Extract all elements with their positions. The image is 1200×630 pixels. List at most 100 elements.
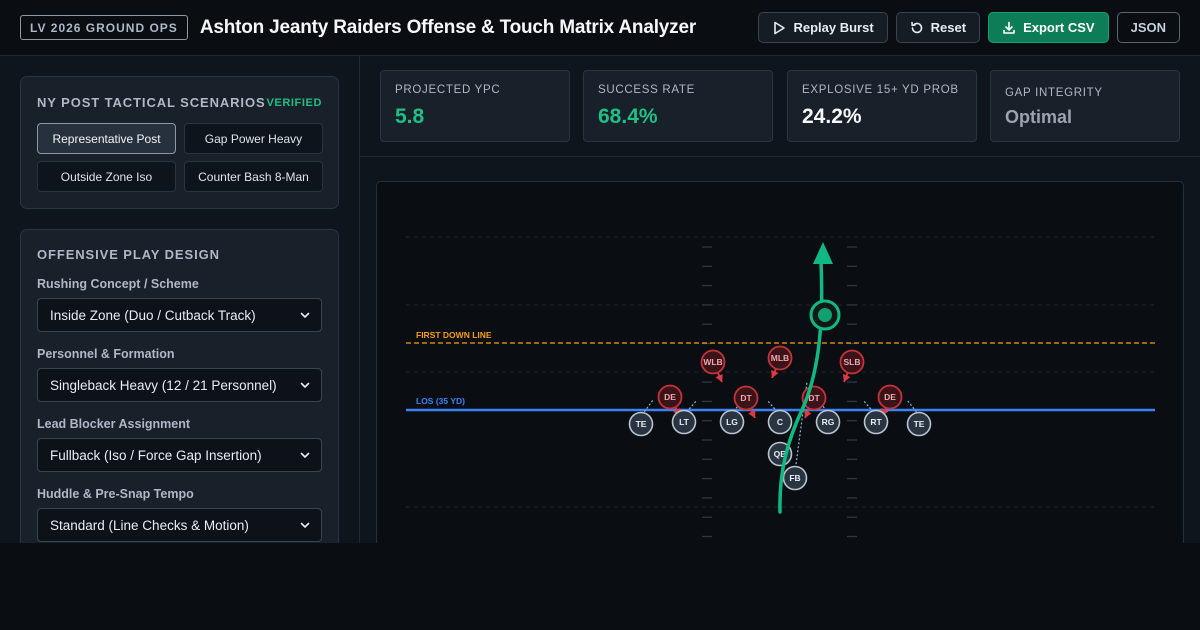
tempo-select[interactable]: Standard (Line Checks & Motion): [37, 508, 322, 542]
personnel-select[interactable]: Singleback Heavy (12 / 21 Personnel): [37, 368, 322, 402]
metric-explosive-prob: EXPLOSIVE 15+ YD PROB 24.2%: [787, 70, 977, 142]
metric-projected-ypc: PROJECTED YPC 5.8: [380, 70, 570, 142]
los-label: LOS (35 YD): [416, 396, 465, 406]
first-down-line: FIRST DOWN LINE: [406, 330, 1155, 344]
player-label: FB: [789, 473, 800, 483]
player-label: SLB: [844, 357, 861, 367]
play-field-panel: FIRST DOWN LINE LOS (35 YD) TE LT LG C RG RT T…: [376, 181, 1184, 543]
export-csv-label: Export CSV: [1023, 20, 1095, 35]
chevron-down-icon: [300, 312, 310, 318]
metric-gap-integrity: GAP INTEGRITY Optimal: [990, 70, 1180, 142]
play-design-card: OFFENSIVE PLAY DESIGN Rushing Concept / …: [20, 229, 339, 543]
scenarios-card: NY POST TACTICAL SCENARIOS VERIFIED Repr…: [20, 76, 339, 209]
play-design-title: OFFENSIVE PLAY DESIGN: [37, 247, 220, 262]
path-arrow-icon: [813, 242, 833, 264]
metric-success-rate: SUCCESS RATE 68.4%: [583, 70, 773, 142]
reset-label: Reset: [930, 20, 967, 35]
play-icon: [774, 21, 786, 34]
sidebar: NY POST TACTICAL SCENARIOS VERIFIED Repr…: [0, 56, 360, 543]
defense-player-de[interactable]: DE: [877, 384, 903, 410]
scenario-outside-zone-iso[interactable]: Outside Zone Iso: [37, 161, 176, 192]
rushing-concept-value: Inside Zone (Duo / Cutback Track): [50, 307, 256, 323]
player-label: QB: [774, 449, 787, 459]
metric-value: 5.8: [395, 105, 425, 128]
offense-player-te[interactable]: TE: [906, 411, 932, 437]
lead-blocker-value: Fullback (Iso / Force Gap Insertion): [50, 447, 262, 463]
player-label: LT: [679, 417, 690, 427]
chevron-down-icon: [300, 452, 310, 458]
replay-burst-button[interactable]: Replay Burst: [758, 12, 888, 43]
export-csv-button[interactable]: Export CSV: [988, 12, 1109, 43]
scenario-representative-post[interactable]: Representative Post: [37, 123, 176, 154]
play-diagram: FIRST DOWN LINE LOS (35 YD) TE LT LG C RG RT T…: [406, 236, 1155, 538]
offense-player-lg[interactable]: LG: [719, 409, 745, 435]
arrow-head-icon: [715, 373, 723, 382]
replay-burst-label: Replay Burst: [793, 20, 874, 35]
player-label: LG: [726, 417, 738, 427]
defense-player-dt[interactable]: DT: [733, 385, 759, 411]
personnel-value: Singleback Heavy (12 / 21 Personnel): [50, 377, 277, 393]
player-label: DE: [664, 392, 676, 402]
header-actions: Replay Burst Reset Export CSV JSON: [758, 12, 1180, 43]
page-title: Ashton Jeanty Raiders Offense & Touch Ma…: [199, 16, 697, 38]
reset-icon: [910, 21, 922, 33]
metric-label: EXPLOSIVE 15+ YD PROB: [802, 84, 959, 96]
arrow-head-icon: [842, 374, 851, 382]
player-label: RG: [822, 417, 835, 427]
bottom-area: [0, 543, 1200, 630]
metric-label: GAP INTEGRITY: [1005, 87, 1103, 99]
offense-player-te[interactable]: TE: [628, 411, 654, 437]
metric-value: 24.2%: [802, 105, 862, 128]
reset-button[interactable]: Reset: [895, 12, 981, 43]
offense-player-lt[interactable]: LT: [671, 409, 697, 435]
player-label: TE: [636, 419, 647, 429]
lead-blocker-label: Lead Blocker Assignment: [37, 417, 191, 431]
blocking-assignment: [794, 381, 808, 473]
blocking-assignment: [683, 399, 698, 416]
blocking-assignment: [906, 399, 920, 416]
metrics-row: PROJECTED YPC 5.8 SUCCESS RATE 68.4% EXP…: [360, 56, 1200, 157]
lead-blocker-select[interactable]: Fullback (Iso / Force Gap Insertion): [37, 438, 322, 472]
context-badge: LV 2026 GROUND OPS: [20, 15, 188, 40]
tempo-label: Huddle & Pre-Snap Tempo: [37, 487, 194, 501]
offense-player-rg[interactable]: RG: [815, 409, 841, 435]
player-label: TE: [914, 419, 925, 429]
line-of-scrimmage: LOS (35 YD): [406, 396, 1155, 412]
defense-player-mlb[interactable]: MLB: [767, 345, 793, 371]
arrow-head-icon: [771, 369, 779, 378]
metric-value: 68.4%: [598, 105, 658, 128]
rb-path: [778, 242, 841, 514]
offense-player-rt[interactable]: RT: [863, 409, 889, 435]
player-label: C: [777, 417, 783, 427]
scenario-gap-power-heavy[interactable]: Gap Power Heavy: [184, 123, 323, 154]
player-label: MLB: [771, 353, 789, 363]
offense-player-c[interactable]: C: [767, 409, 793, 435]
json-button[interactable]: JSON: [1116, 12, 1180, 43]
offense-player-fb[interactable]: FB: [782, 465, 808, 491]
metric-label: PROJECTED YPC: [395, 84, 501, 96]
scenario-counter-bash[interactable]: Counter Bash 8-Man: [184, 161, 323, 192]
rushing-concept-select[interactable]: Inside Zone (Duo / Cutback Track): [37, 298, 322, 332]
chevron-down-icon: [300, 382, 310, 388]
main-panel: PROJECTED YPC 5.8 SUCCESS RATE 68.4% EXP…: [360, 56, 1200, 543]
blocking-assignment: [641, 399, 654, 416]
player-label: DT: [740, 393, 752, 403]
defense-player-slb[interactable]: SLB: [839, 349, 865, 375]
metric-value: Optimal: [1005, 107, 1073, 127]
arrow-head-icon: [748, 409, 756, 418]
first-down-label: FIRST DOWN LINE: [416, 330, 492, 340]
arrow-head-icon: [804, 409, 812, 418]
ball-carrier-dot: [818, 308, 832, 322]
defense-player-de[interactable]: DE: [657, 384, 683, 410]
chevron-down-icon: [300, 522, 310, 528]
scenarios-title: NY POST TACTICAL SCENARIOS: [37, 95, 266, 110]
top-bar: LV 2026 GROUND OPS Ashton Jeanty Raiders…: [0, 0, 1200, 56]
tempo-value: Standard (Line Checks & Motion): [50, 517, 249, 533]
players: TE LT LG C RG RT TE QB FB DE DT DT DE WLB MLB SLB: [628, 345, 932, 491]
player-label: DE: [884, 392, 896, 402]
player-label: RT: [870, 417, 882, 427]
json-label: JSON: [1130, 20, 1166, 35]
download-icon: [1003, 21, 1015, 34]
defense-player-wlb[interactable]: WLB: [700, 349, 726, 375]
